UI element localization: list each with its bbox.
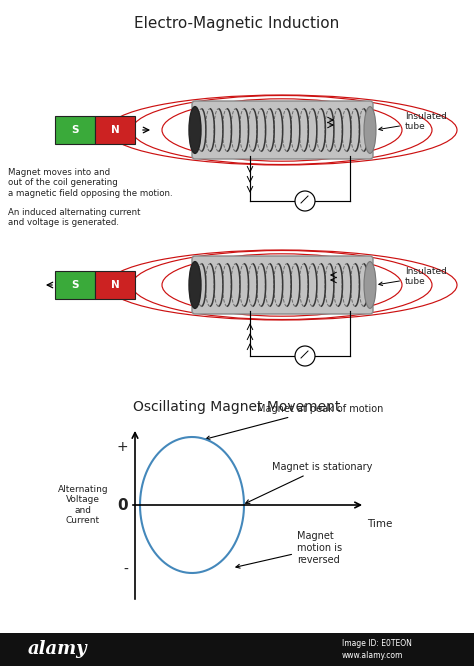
Ellipse shape: [189, 107, 201, 153]
Text: An induced alternating current
and voltage is generated.: An induced alternating current and volta…: [8, 208, 140, 227]
Circle shape: [295, 346, 315, 366]
Text: Insulated
tube: Insulated tube: [379, 112, 447, 131]
Text: Magnet
motion is
reversed: Magnet motion is reversed: [236, 531, 342, 568]
Text: Time: Time: [367, 519, 392, 529]
Text: Magnet moves into and
out of the coil generating
a magnetic field opposing the m: Magnet moves into and out of the coil ge…: [8, 168, 173, 198]
Text: +: +: [117, 440, 128, 454]
Text: N: N: [110, 280, 119, 290]
FancyBboxPatch shape: [192, 256, 373, 314]
Bar: [55, 116, 95, 144]
Circle shape: [295, 191, 315, 211]
FancyBboxPatch shape: [192, 101, 373, 159]
Text: S: S: [71, 125, 79, 135]
Text: Magnet at peak of motion: Magnet at peak of motion: [206, 404, 383, 440]
Text: Insulated
tube: Insulated tube: [379, 267, 447, 286]
Ellipse shape: [364, 107, 376, 153]
Bar: [55, 271, 95, 299]
Text: Alternating
Voltage
and
Current: Alternating Voltage and Current: [58, 485, 109, 525]
Ellipse shape: [189, 262, 201, 308]
Text: S: S: [71, 280, 79, 290]
Text: N: N: [110, 125, 119, 135]
Bar: [0, 633, 474, 666]
Bar: [95, 116, 135, 144]
Text: -: -: [123, 563, 128, 577]
Text: Magnet is stationary: Magnet is stationary: [246, 462, 373, 503]
Text: Electro-Magnetic Induction: Electro-Magnetic Induction: [134, 16, 340, 31]
Text: www.alamy.com: www.alamy.com: [342, 651, 403, 659]
Text: Image ID: E0TEON: Image ID: E0TEON: [342, 639, 412, 647]
Bar: [95, 271, 135, 299]
Text: Oscillating Magnet Movement: Oscillating Magnet Movement: [133, 400, 341, 414]
Text: 0: 0: [118, 498, 128, 513]
Ellipse shape: [364, 262, 376, 308]
Text: alamy: alamy: [28, 640, 88, 658]
